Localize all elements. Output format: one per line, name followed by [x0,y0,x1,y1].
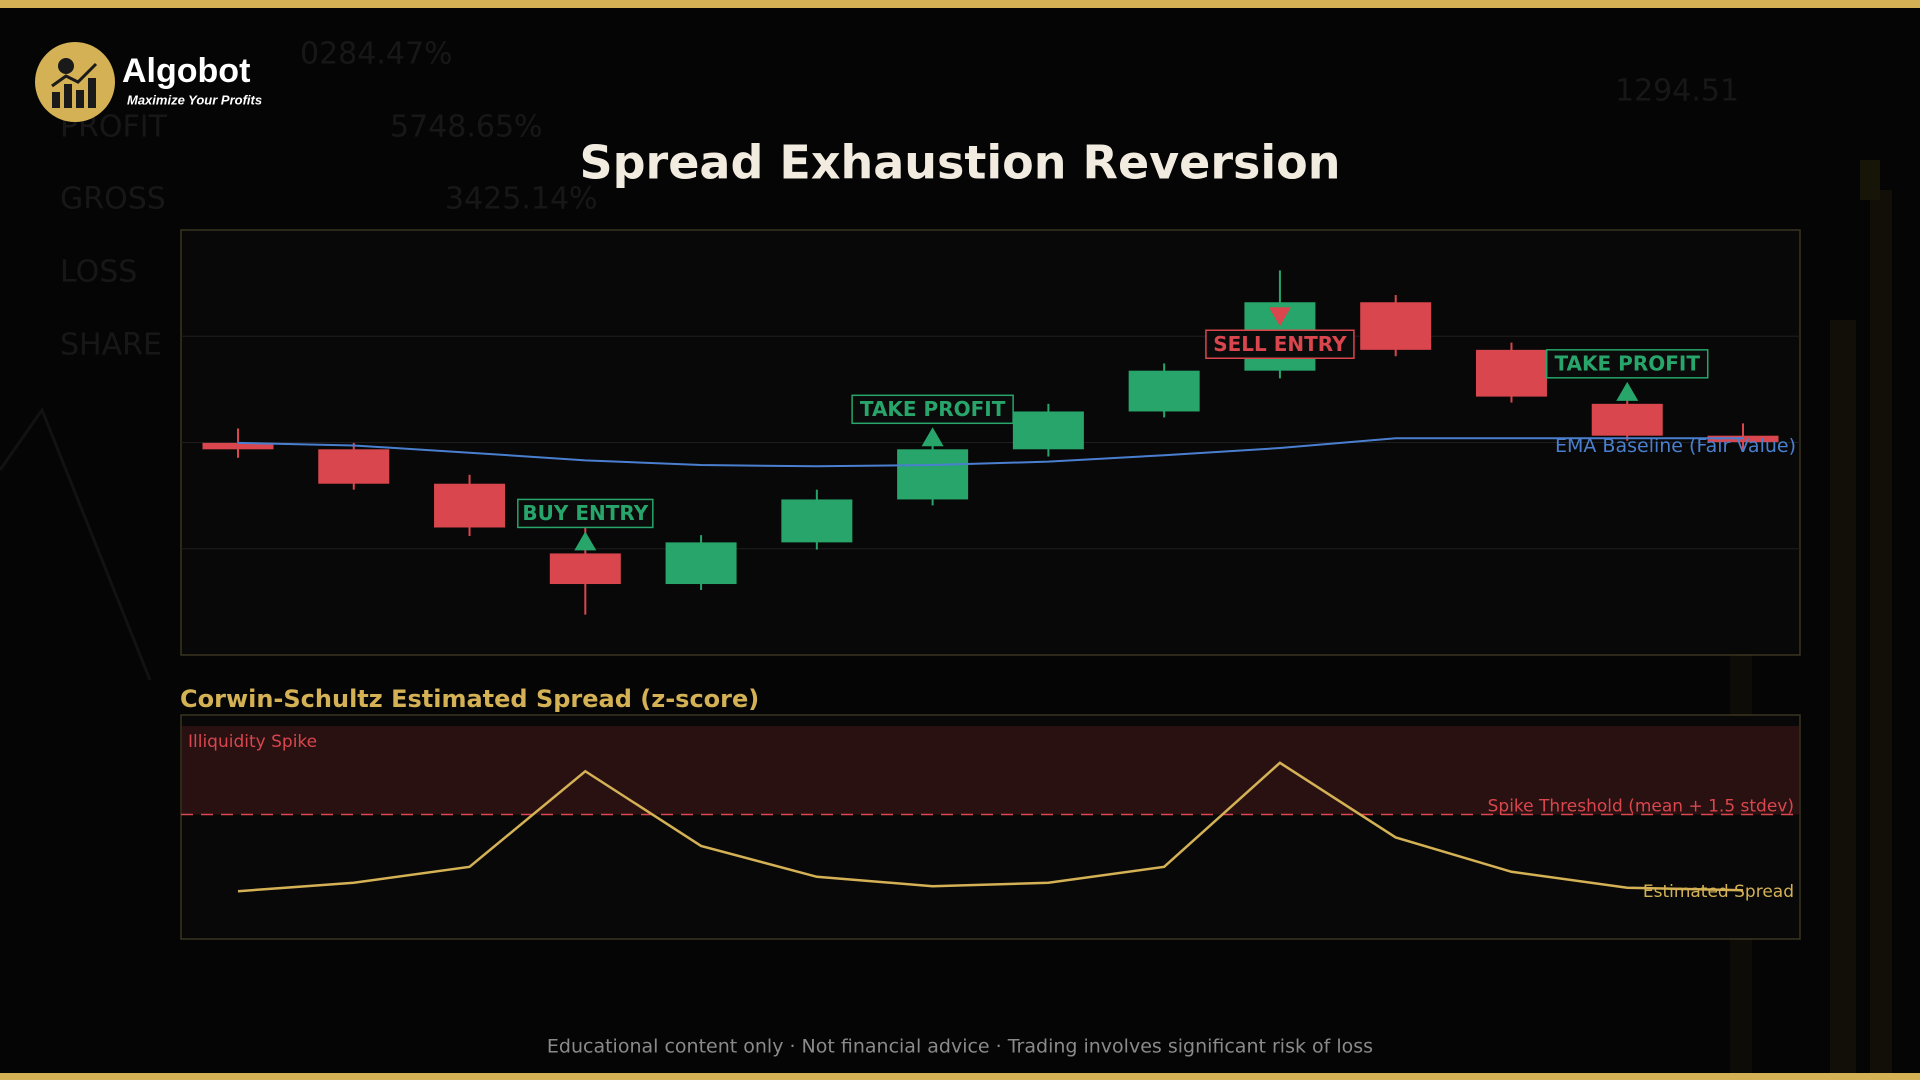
signal-arrow [1616,381,1639,401]
candle-body [1475,349,1547,397]
spread-line [237,761,1744,893]
signal-label: TAKE PROFIT [1554,351,1700,375]
series-label: EMA Baseline (Fair Value) [1555,435,1796,457]
logo: Algobot Maximize Your Profits [35,42,262,122]
candle-body [781,499,853,543]
signal-arrow [574,531,597,551]
signal-arrow [921,427,944,447]
decor-bar [1860,160,1880,200]
background-text: 3425.14% [445,182,598,217]
candle-body [1360,302,1432,350]
signal-label: BUY ENTRY [522,501,648,525]
decor-bar [1870,190,1892,1080]
series-label: Estimated Spread [1643,882,1794,902]
spread-panel [180,714,1801,940]
logo-icon-bar [52,92,60,108]
candle-body [1012,411,1084,450]
background-text: LOSS [60,255,137,290]
candle-body [1128,370,1200,412]
ema-line [237,437,1743,468]
background-text: 1294.51 [1615,74,1739,109]
background-text: GROSS [60,182,166,217]
signal-label: TAKE PROFIT [860,397,1006,421]
signal-label-box [1545,349,1709,379]
background-text: 5748.65% [390,110,543,145]
chart-title: Spread Exhaustion Reversion [579,136,1340,190]
spike-zone [182,726,1799,815]
logo-icon-bar [88,78,96,108]
background-text: 0284.47% [300,37,453,72]
candle-body [665,542,737,585]
signal-label-box [1205,329,1355,359]
zone-label: Illiquidity Spike [188,732,317,752]
brand-tagline: Maximize Your Profits [127,92,262,107]
candle-body [318,449,390,484]
candle-body [1591,403,1663,436]
candle-body [202,442,274,450]
candle-body [549,553,621,585]
logo-icon-bar [76,90,84,108]
background-decor: 0284.47%PROFIT 5748.65%GROSS 3425.14%LOSSS… [0,37,1892,1080]
signal-label-box [851,394,1014,425]
background-text: SHARE [60,328,162,363]
threshold-label: Spike Threshold (mean + 1.5 stdev) [1488,797,1794,817]
footer-disclaimer: Educational content only · Not financial… [547,1036,1373,1058]
top-border [0,0,1920,8]
decor-line [0,406,152,681]
signal-label: SELL ENTRY [1213,332,1347,356]
logo-coin [58,58,74,74]
bottom-border [0,1073,1920,1080]
decor-bar [1830,320,1856,1080]
signal-label-box [517,498,654,529]
brand-name: Algobot [122,52,250,90]
candle-body [897,449,969,500]
subchart-title: Corwin-Schultz Estimated Spread (z-score… [180,685,759,713]
logo-icon-arrow [51,62,98,88]
candle-body [434,483,506,528]
logo-icon-bar [64,84,72,108]
signal-arrow [1268,307,1291,327]
